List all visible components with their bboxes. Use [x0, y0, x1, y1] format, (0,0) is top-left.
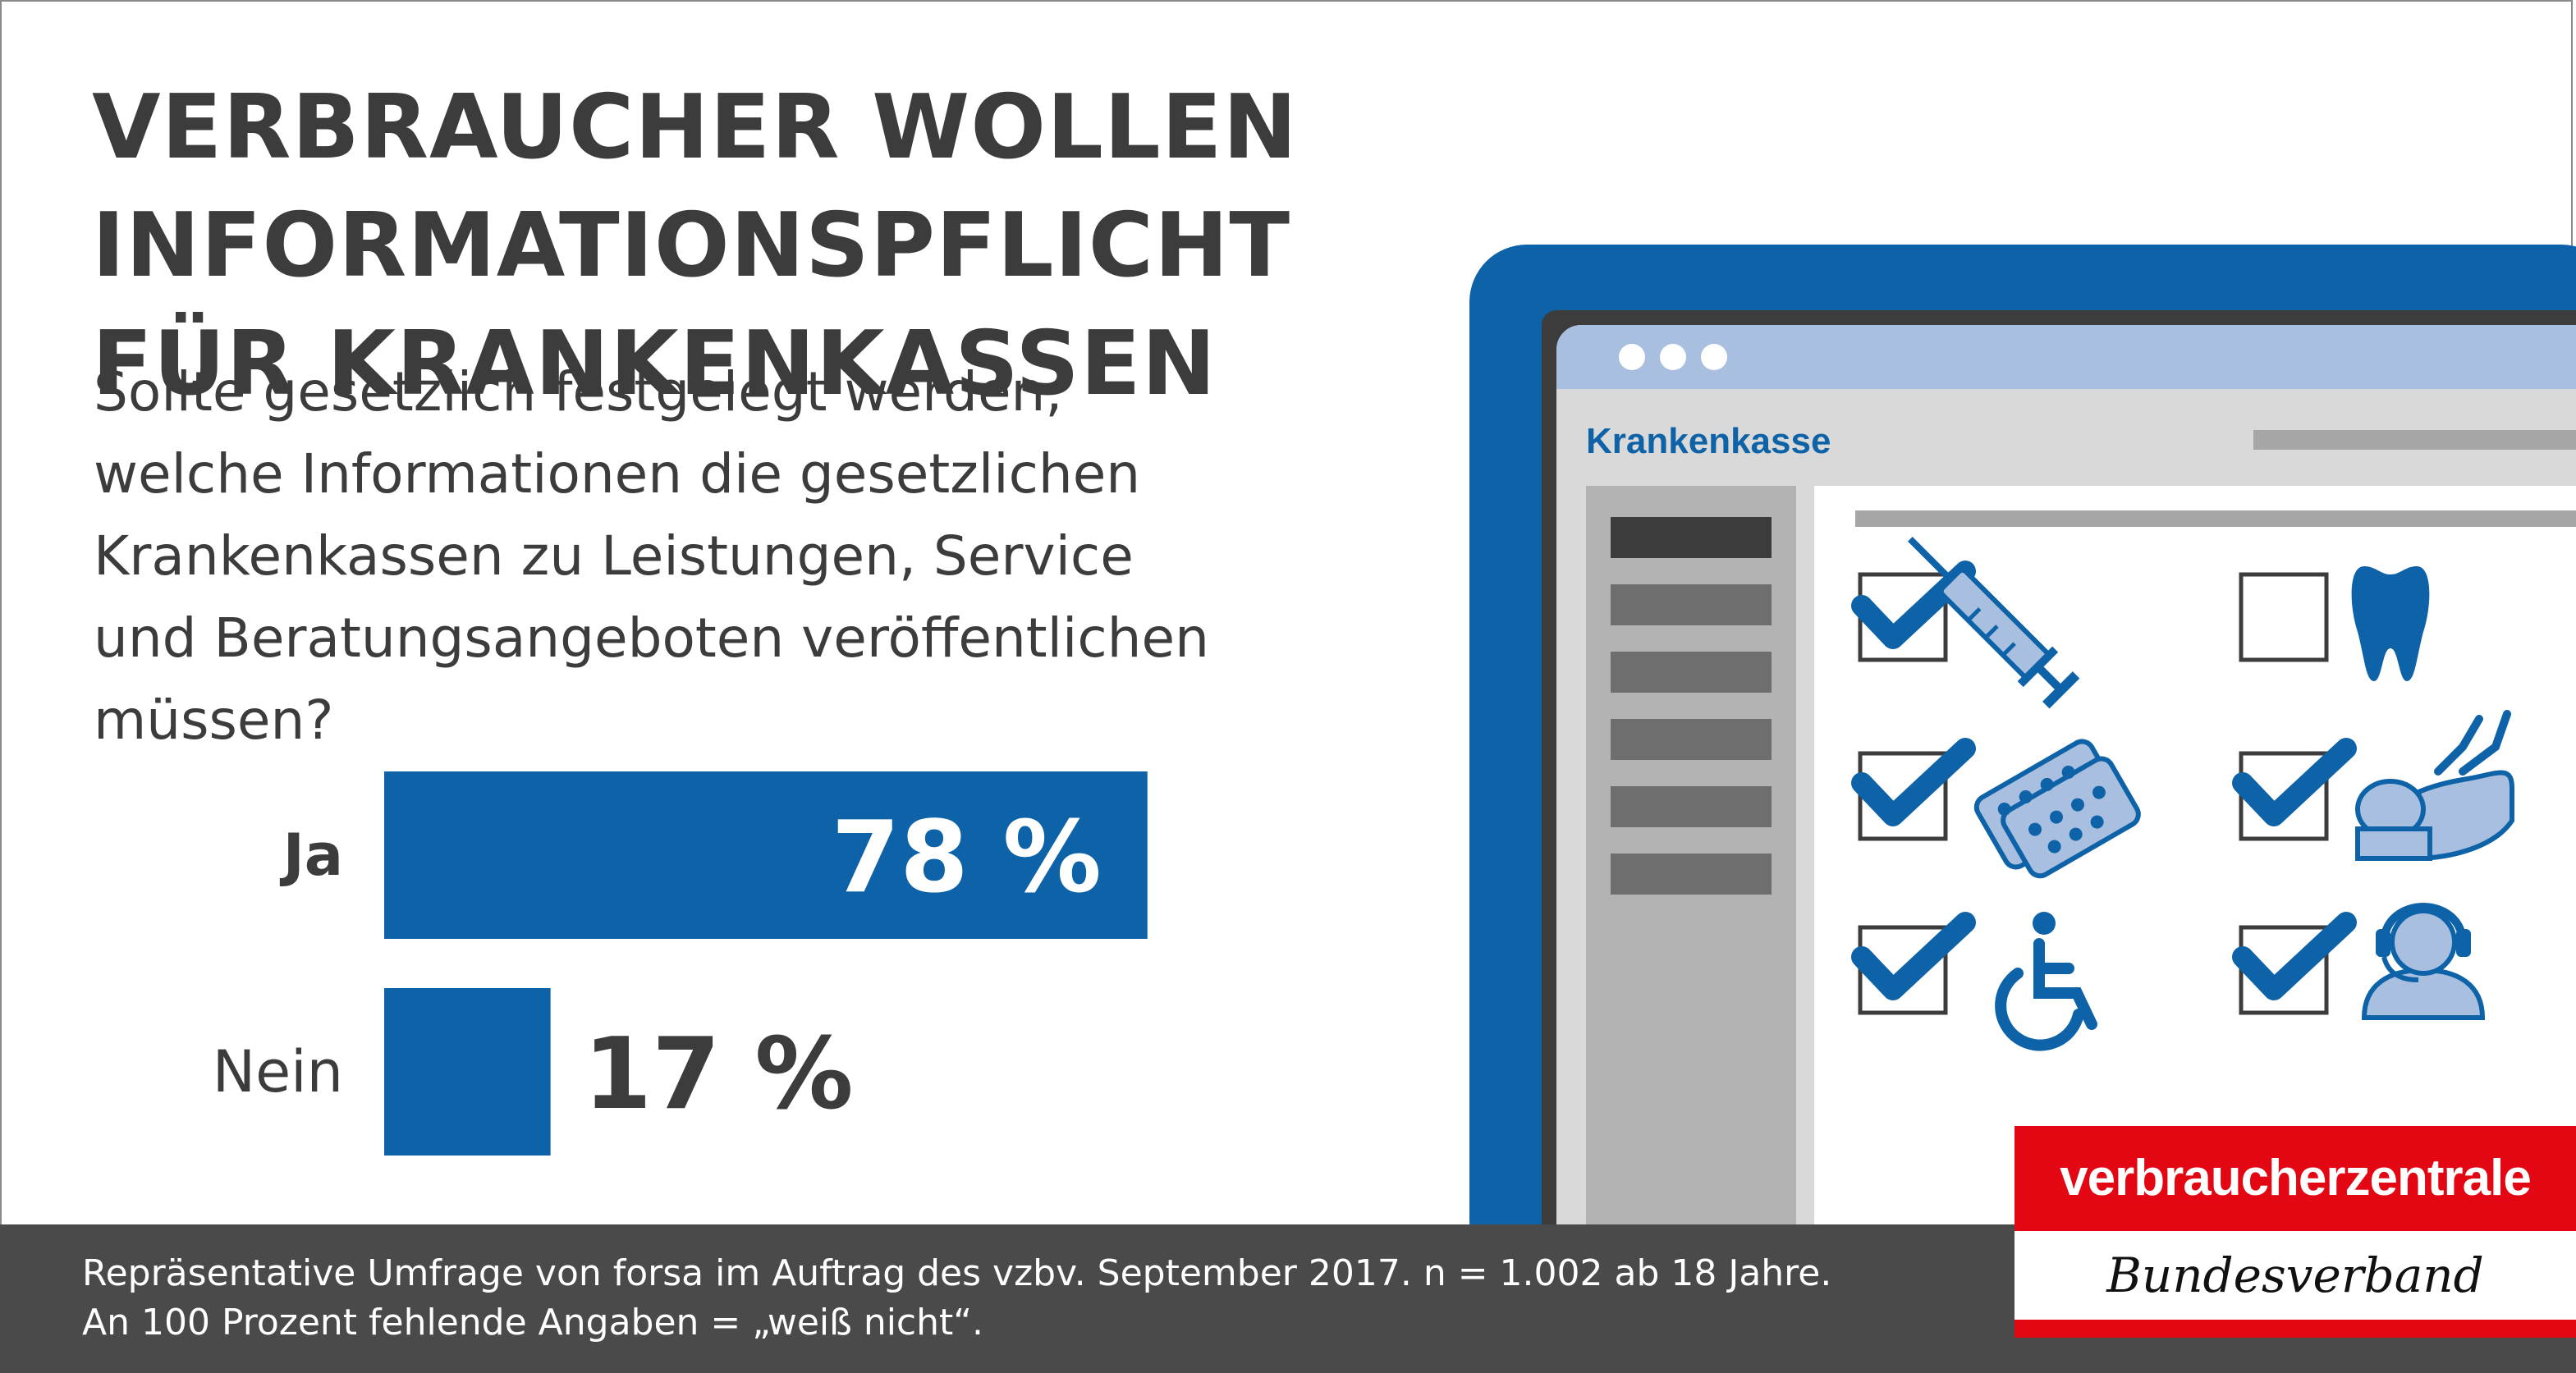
sidebar-item [1611, 652, 1772, 693]
syringe-icon [1908, 537, 2080, 709]
question-line-3: Krankenkassen zu Leistungen, Service [94, 524, 1134, 588]
check-icon [1851, 912, 1976, 1000]
bar [384, 988, 551, 1156]
title-line-2: FÜR KRANKENKASSEN [92, 313, 1217, 415]
window-title: Krankenkasse [1586, 421, 1831, 461]
checkbox-tooth [2239, 572, 2329, 662]
title-line-1: VERBRAUCHER WOLLEN INFORMATIONSPFLICHT [92, 76, 1298, 297]
question-line-2: welche Informationen die gesetzlichen [94, 442, 1141, 506]
content-heading-bar [1855, 510, 2576, 527]
value-label: 17 % [584, 1018, 854, 1132]
wheelchair-icon [1995, 912, 2097, 1051]
check-icon [2232, 738, 2357, 826]
question-line-4: und Beratungsangeboten veröffentlichen [94, 606, 1209, 670]
screen-illustration: Krankenkasse [1469, 245, 2576, 1279]
question-line-1: Sollte gesetzlich festgelegt werden, [94, 360, 1063, 423]
value-label: 78 % [832, 801, 1102, 915]
footer-note: Repräsentative Umfrage von forsa im Auft… [82, 1249, 1970, 1348]
sidebar-item [1611, 584, 1772, 625]
window-dot-icon [1701, 344, 1727, 370]
bar [384, 771, 1148, 939]
bars-group: Ja 78 % Nein 17 % [213, 771, 1148, 1156]
tooth-icon [2351, 566, 2430, 681]
check-icon [2232, 912, 2357, 1000]
header-bar [2253, 430, 2576, 450]
sidebar-item-active [1611, 517, 1772, 558]
logo-line-2: Bundesverband [2106, 1247, 2484, 1303]
footer-line-1: Repräsentative Umfrage von forsa im Auft… [82, 1252, 1832, 1294]
logo-strip [2015, 1320, 2576, 1338]
browser-titlebar-lower [1556, 361, 2576, 389]
category-label: Ja [280, 822, 343, 889]
pills-icon [1973, 739, 2141, 879]
sidebar-item [1611, 854, 1772, 895]
window-dot-icon [1619, 344, 1645, 370]
check-icon [1851, 738, 1976, 826]
window-dot-icon [1660, 344, 1686, 370]
sidebar-item [1611, 786, 1772, 827]
page-title: VERBRAUCHER WOLLEN INFORMATIONSPFLICHT F… [92, 69, 2390, 423]
category-label: Nein [213, 1038, 343, 1105]
footer-line-2: An 100 Prozent fehlende Angaben = „weiß … [82, 1302, 984, 1343]
vzbv-logo: verbraucherzentrale Bundesverband [2015, 1126, 2576, 1338]
survey-question: Sollte gesetzlich festgelegt werden, wel… [94, 351, 1358, 762]
logo-line-1: verbraucherzentrale [2015, 1126, 2576, 1231]
sidebar-item [1611, 719, 1772, 760]
question-line-5: müssen? [94, 689, 334, 752]
headset-icon [2361, 903, 2486, 1020]
massage-icon [2355, 710, 2514, 861]
